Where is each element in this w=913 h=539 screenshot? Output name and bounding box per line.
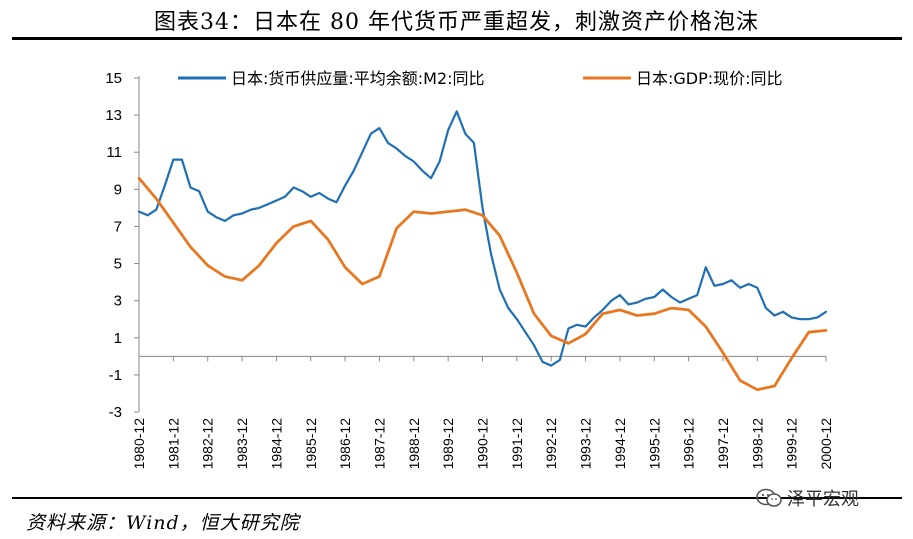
x-tick-label: 1987-12	[371, 418, 387, 470]
x-tick-label: 1991-12	[509, 418, 525, 470]
source-note: 资料来源：Wind，恒大研究院	[26, 512, 300, 534]
x-tick-label: 1995-12	[646, 418, 662, 470]
watermark: 泽平宏观	[755, 485, 859, 511]
x-tick-label: 1999-12	[784, 418, 800, 470]
watermark-label: 泽平宏观	[787, 489, 859, 510]
x-tick-label: 1994-12	[612, 418, 628, 470]
page-title: 图表34：日本在 80 年代货币严重超发，刺激资产价格泡沫	[154, 10, 759, 35]
x-tick-label: 1988-12	[406, 418, 422, 470]
y-tick-label: 11	[106, 144, 122, 161]
y-tick-label: 15	[105, 70, 122, 87]
x-tick-label: 1984-12	[268, 418, 284, 470]
y-tick-label: 13	[105, 107, 122, 124]
x-tick-label: 1998-12	[749, 418, 765, 470]
x-tick-label: 1982-12	[200, 418, 216, 470]
y-tick-label: -3	[109, 404, 122, 421]
x-tick-label: 1993-12	[578, 418, 594, 470]
x-tick-label: 1996-12	[681, 418, 697, 470]
y-tick-label: 7	[114, 218, 122, 235]
x-tick-label: 1985-12	[303, 418, 319, 470]
y-tick-label: -1	[109, 367, 122, 384]
title-divider	[12, 37, 902, 40]
x-tick-label: 1997-12	[715, 418, 731, 470]
y-tick-label: 1	[114, 330, 122, 347]
x-tick-label: 1980-12	[131, 418, 147, 470]
x-tick-label: 1989-12	[440, 418, 456, 470]
x-tick-label: 1986-12	[337, 418, 353, 470]
y-tick-label: 9	[114, 181, 122, 198]
x-tick-label: 1992-12	[543, 418, 559, 470]
y-tick-label: 3	[114, 293, 122, 310]
x-tick-label: 2000-12	[818, 418, 834, 470]
x-tick-label: 1981-12	[165, 418, 181, 470]
x-tick-label: 1990-12	[475, 418, 491, 470]
series-line-m2	[137, 110, 828, 367]
legend-label-m2: 日本:货币供应量:平均余额:M2:同比	[231, 69, 485, 88]
legend-label-gdp: 日本:GDP:现价:同比	[636, 69, 783, 88]
series-line-gdp	[137, 176, 828, 392]
x-tick-label: 1983-12	[234, 418, 250, 470]
y-tick-label: 5	[114, 256, 122, 273]
wechat-icon	[756, 488, 782, 507]
footer-divider	[12, 497, 902, 499]
